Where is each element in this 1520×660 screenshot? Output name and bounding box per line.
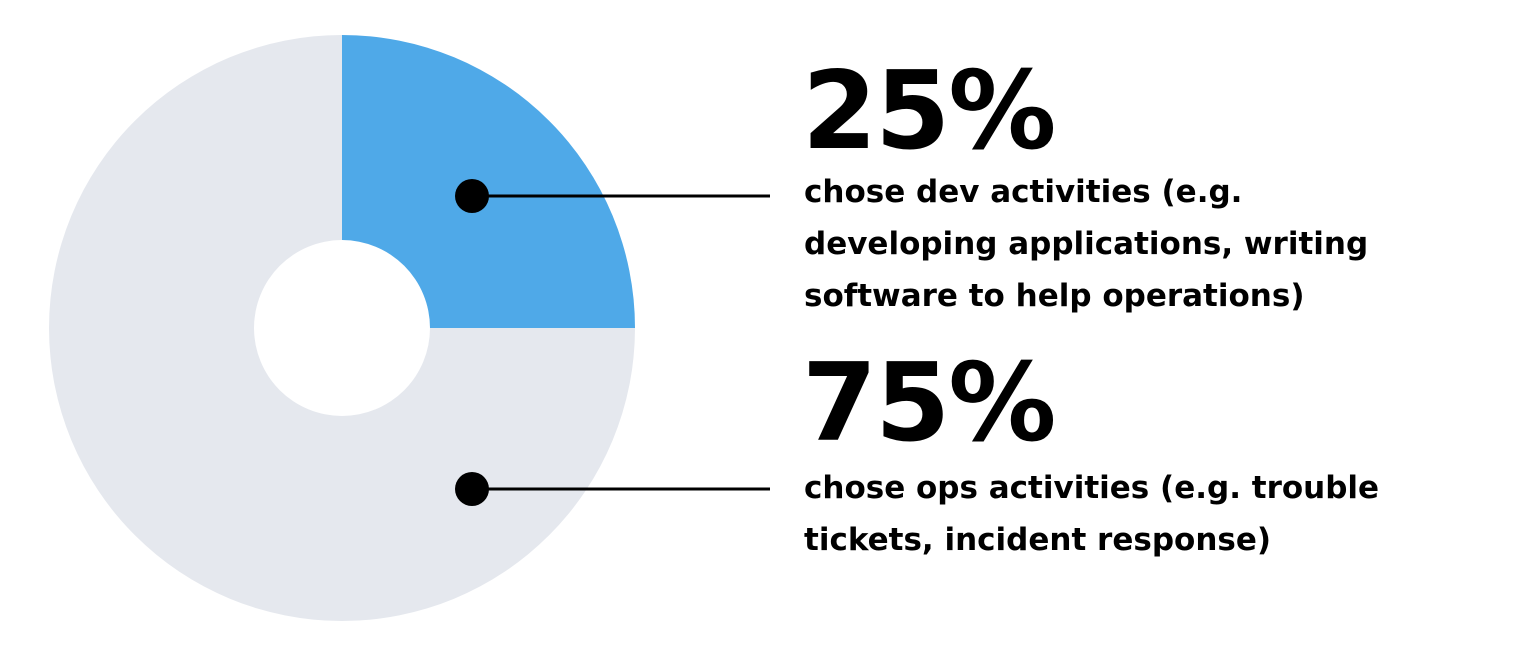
donut-hole [254,240,430,416]
donut-slice-dev [342,35,635,328]
dev-description-line: chose dev activities (e.g. [804,174,1243,210]
ops-description-line: chose ops activities (e.g. trouble [804,470,1380,506]
dev-description-line: developing applications, writing [804,226,1369,262]
ops-percentage-label: 75% [802,341,1057,466]
leader-dot-dev [455,179,489,213]
ops-description: chose ops activities (e.g. trouble ticke… [804,462,1504,566]
leaders-layer [455,179,770,506]
ops-description-line: tickets, incident response) [804,522,1272,558]
leader-dot-ops [455,472,489,506]
dev-description: chose dev activities (e.g. developing ap… [804,166,1504,322]
dev-description-line: software to help operations) [804,278,1305,314]
dev-percentage-label: 25% [802,49,1057,174]
